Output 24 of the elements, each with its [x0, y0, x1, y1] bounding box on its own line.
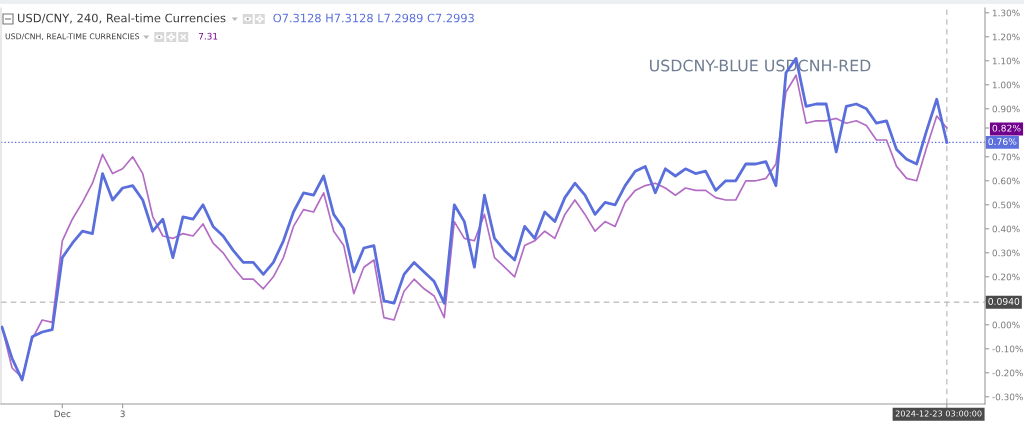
- ref-line-label: 0.76%: [988, 138, 1017, 146]
- y-tick-label: 0.70%: [992, 153, 1020, 161]
- annotation: 7.31: [198, 32, 218, 40]
- annotation: O7.3128 H7.3128 L7.2989 C7.2993: [273, 13, 474, 23]
- x-tick-label: 3: [120, 410, 125, 418]
- y-tick-label: 0.50%: [992, 201, 1020, 209]
- y-tick-label: 1.10%: [992, 57, 1020, 65]
- y-tick-label: 0.40%: [992, 225, 1020, 233]
- y-tick-label: -0.30%: [992, 393, 1023, 401]
- y-tick-label: 0.00%: [992, 321, 1020, 329]
- chart-title: USD/CNY, 240, Real-time Currencies: [18, 13, 226, 24]
- y-tick-label: 1.00%: [992, 81, 1020, 89]
- y-tick-label: -0.20%: [992, 369, 1023, 377]
- y-tick-label: 0.90%: [992, 105, 1020, 113]
- y-tick-label: 0.82%: [992, 124, 1021, 132]
- y-tick-label: -0.10%: [992, 345, 1023, 353]
- y-tick-label: 1.20%: [992, 33, 1020, 41]
- y-tick-label: 0.30%: [992, 249, 1020, 257]
- y-tick-label: 1.30%: [992, 9, 1020, 17]
- x-tick-label: 2024-12-23 03:00:00: [895, 410, 982, 417]
- y-tick-label: 0.60%: [992, 177, 1020, 185]
- ref-line-label: 0.0940: [988, 297, 1020, 305]
- y-tick-label: 0.20%: [992, 273, 1020, 281]
- x-tick-label: Dec: [54, 410, 71, 418]
